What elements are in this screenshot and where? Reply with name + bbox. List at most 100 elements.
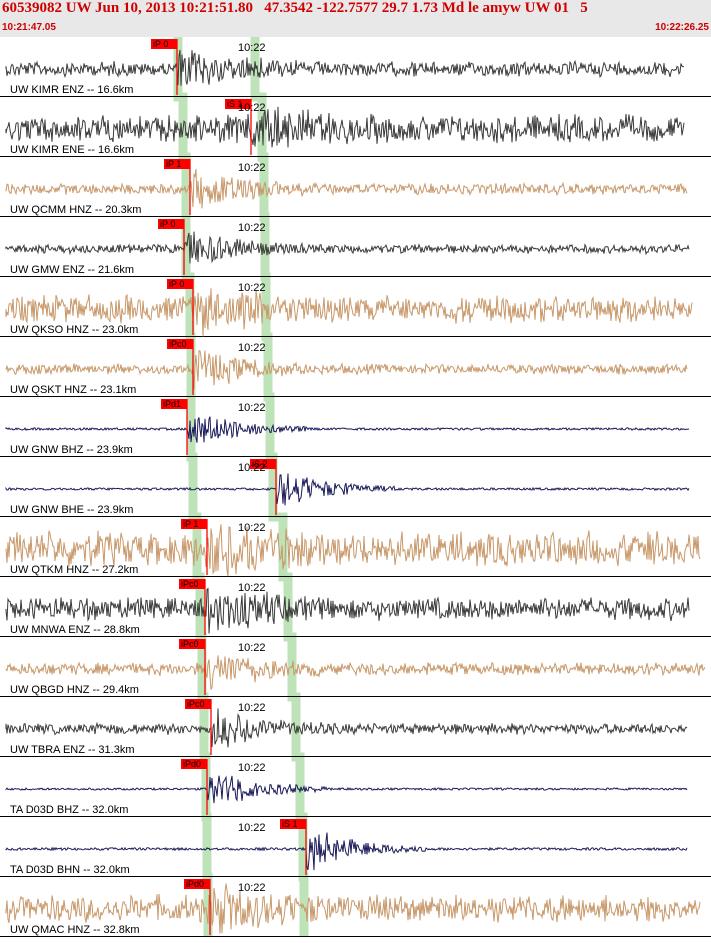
pick-label: iP 0 xyxy=(167,279,193,289)
time-tick-label: 10:22 xyxy=(238,462,266,474)
trace-row: iS 1 10:22 TA D03D BHN -- 32.0km xyxy=(0,819,711,877)
pick-label-text: iPc0 xyxy=(181,639,199,649)
pick-label-text: iP 1 xyxy=(183,519,198,529)
pick-label-bg xyxy=(179,579,205,589)
waveform xyxy=(5,587,690,634)
pick-label: iP 0 xyxy=(158,219,184,229)
time-tick-label: 10:22 xyxy=(238,282,266,294)
time-tick-label: 10:22 xyxy=(238,102,266,114)
pick-label-text: iS 1 xyxy=(282,819,298,829)
time-tick-label: 10:22 xyxy=(238,642,266,654)
pick-label-bg xyxy=(280,819,306,829)
pick-label: iS 2 xyxy=(250,459,276,469)
pick-label-text: iPd1 xyxy=(163,399,181,409)
event-header: 60539082 UW Jun 10, 2013 10:21:51.80 47.… xyxy=(0,0,711,37)
pick-label-text: iPd0 xyxy=(186,879,204,889)
pick-label: iPc0 xyxy=(179,579,205,589)
pick-label: iPc0 xyxy=(167,339,193,349)
trace-row: iP 0 10:22 UW KIMR ENZ -- 16.6km xyxy=(0,39,711,97)
trace-row: iPc0 10:22 UW MNWA ENZ -- 28.8km xyxy=(0,579,711,637)
pick-label-text: iP 0 xyxy=(160,219,175,229)
waveform xyxy=(5,524,701,577)
station-label: UW GNW BHE -- 23.9km xyxy=(10,504,133,516)
p-wave-band xyxy=(173,37,213,937)
pick-label: iPc0 xyxy=(179,639,205,649)
station-label: UW QBGD HNZ -- 29.4km xyxy=(10,684,139,696)
trace-row: iP 0 10:22 UW GMW ENZ -- 21.6km xyxy=(0,219,711,277)
trace-row: iPc0 10:22 UW QBGD HNZ -- 29.4km xyxy=(0,639,711,697)
waveform xyxy=(5,231,690,264)
station-label: UW QCMM HNZ -- 20.3km xyxy=(10,204,141,216)
pick-label-text: iP 0 xyxy=(169,279,184,289)
waveform xyxy=(5,473,690,506)
waveform xyxy=(5,655,706,690)
time-tick-label: 10:22 xyxy=(238,222,266,234)
time-tick-label: 10:22 xyxy=(238,582,266,594)
trace-row: iP 1 10:22 UW QTKM HNZ -- 27.2km xyxy=(0,519,711,577)
trace-row: iPc0 10:22 UW QSKT HNZ -- 23.1km xyxy=(0,339,711,397)
pick-label: iPd1 xyxy=(161,399,187,409)
pick-label: iP 0 xyxy=(151,39,177,49)
pick-label-text: iS 1 xyxy=(227,99,243,109)
waveform xyxy=(5,49,685,86)
time-tick-label: 10:22 xyxy=(238,42,266,54)
waveform xyxy=(5,416,690,443)
s-wave-band xyxy=(250,37,309,937)
pick-label: iP 1 xyxy=(164,159,190,169)
station-label: UW QKSO HNZ -- 23.0km xyxy=(10,324,138,336)
pick-label-text: iPc0 xyxy=(181,579,199,589)
station-label: TA D03D BHZ -- 32.0km xyxy=(10,804,128,816)
pick-label-bg xyxy=(184,879,210,889)
station-label: UW KIMR ENZ -- 16.6km xyxy=(10,84,133,96)
time-tick-label: 10:22 xyxy=(238,522,266,534)
pick-label-bg xyxy=(179,639,205,649)
waveform xyxy=(5,350,688,390)
waveform xyxy=(5,288,693,337)
pick-label-bg xyxy=(164,159,190,169)
pick-label-bg xyxy=(158,219,184,229)
time-tick-label: 10:22 xyxy=(238,402,266,414)
pick-label: iPd0 xyxy=(181,759,207,769)
waveform xyxy=(5,883,701,934)
pick-label: iP 1 xyxy=(181,519,207,529)
pick-label-bg xyxy=(167,279,193,289)
pick-label-text: iPc0 xyxy=(187,699,205,709)
trace-row: iPd0 10:22 TA D03D BHZ -- 32.0km xyxy=(0,759,711,817)
pick-label-text: iP 0 xyxy=(153,39,168,49)
pick-label: iS 1 xyxy=(225,99,251,109)
window-end-time: 10:22:26.25 xyxy=(655,22,709,33)
trace-row: iPd1 10:22 UW GNW BHZ -- 23.9km xyxy=(0,399,711,457)
time-tick-label: 10:22 xyxy=(238,882,266,894)
station-label: UW GMW ENZ -- 21.6km xyxy=(10,264,134,276)
trace-row: iS 210:22 UW GNW BHE -- 23.9km xyxy=(0,459,711,517)
seismogram-plot: iP 0 10:22 UW KIMR ENZ -- 16.6km iS 1 10:22 U… xyxy=(0,37,711,938)
window-start-time: 10:21:47.05 xyxy=(2,22,56,33)
waveform xyxy=(5,708,688,748)
event-title: 60539082 UW Jun 10, 2013 10:21:51.80 47.… xyxy=(2,0,588,16)
trace-row: iPc0 10:22 UW TBRA ENZ -- 31.3km xyxy=(0,699,711,757)
pick-label-bg xyxy=(250,459,276,469)
station-label: TA D03D BHN -- 32.0km xyxy=(10,864,130,876)
waveform xyxy=(5,775,688,804)
station-label: UW QSKT HNZ -- 23.1km xyxy=(10,384,136,396)
station-label: UW QMAC HNZ -- 32.8km xyxy=(10,924,140,936)
trace-row: iP 1 10:22 UW QCMM HNZ -- 20.3km xyxy=(0,159,711,217)
time-tick-label: 10:22 xyxy=(238,702,266,714)
waveform xyxy=(5,168,688,209)
station-label: UW QTKM HNZ -- 27.2km xyxy=(10,564,138,576)
time-tick-label: 10:22 xyxy=(238,762,266,774)
pick-label-bg xyxy=(167,339,193,349)
pick-label-bg xyxy=(151,39,177,49)
pick-label: iS 1 xyxy=(280,819,306,829)
time-tick-label: 10:22 xyxy=(238,162,266,174)
time-tick-label: 10:22 xyxy=(238,822,266,834)
station-label: UW GNW BHZ -- 23.9km xyxy=(10,444,133,456)
station-label: UW MNWA ENZ -- 28.8km xyxy=(10,624,140,636)
pick-label-text: iPd0 xyxy=(183,759,201,769)
trace-row: iP 0 10:22 UW QKSO HNZ -- 23.0km xyxy=(0,279,711,337)
trace-row: iPd0 10:22 UW QMAC HNZ -- 32.8km xyxy=(0,879,711,937)
pick-label-text: iPc0 xyxy=(169,339,187,349)
pick-label-bg xyxy=(181,519,207,529)
waveform xyxy=(5,832,688,871)
